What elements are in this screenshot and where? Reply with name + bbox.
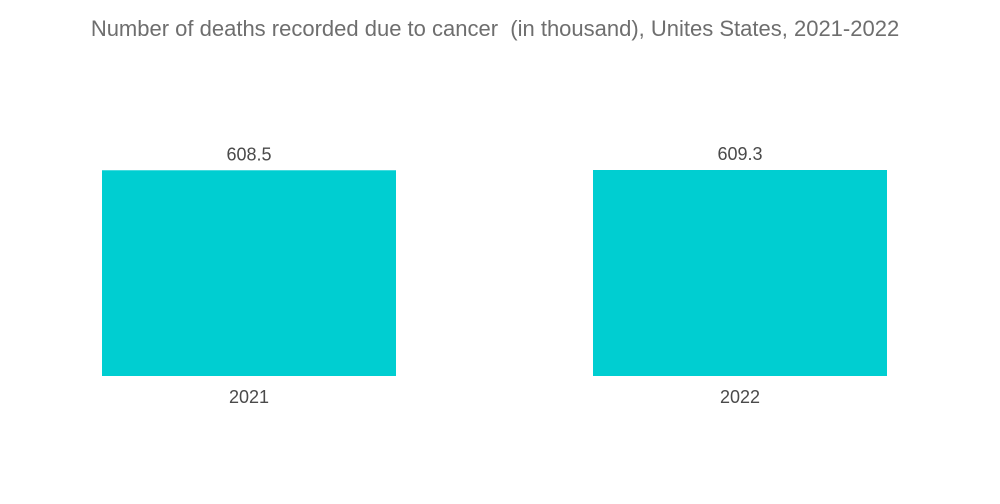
chart-title: Number of deaths recorded due to cancer …	[90, 16, 900, 41]
bars-group	[102, 170, 887, 376]
value-labels-group: 608.5 609.3	[226, 144, 762, 164]
category-labels-group: 2021 2022	[229, 387, 760, 407]
category-label-2021: 2021	[229, 387, 269, 407]
bar-2022	[593, 170, 887, 376]
value-label-2022: 609.3	[717, 144, 762, 164]
category-label-2022: 2022	[720, 387, 760, 407]
bar-2021	[102, 170, 396, 376]
value-label-2021: 608.5	[226, 144, 271, 164]
